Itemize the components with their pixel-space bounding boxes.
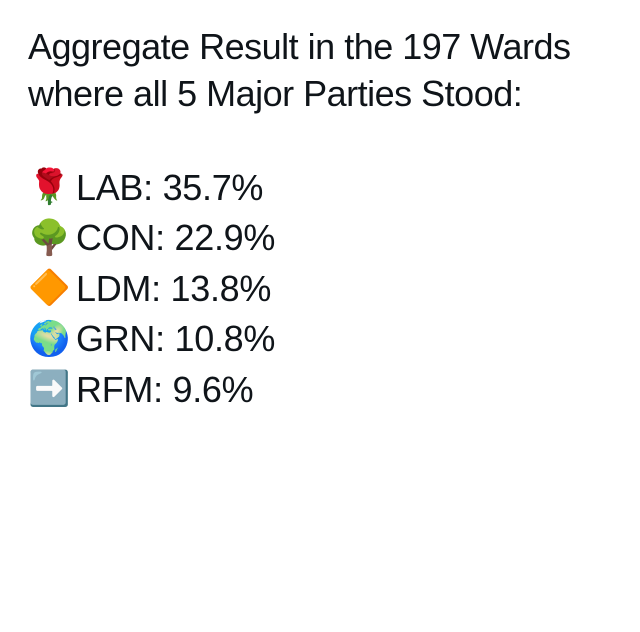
party-pct: 35.7% [163,167,264,208]
party-result: LDM: 13.8% [76,265,271,314]
party-code: RFM [76,369,153,410]
diamond-icon: 🔶 [28,266,76,312]
party-pct: 22.9% [175,217,276,258]
party-result: CON: 22.9% [76,214,275,263]
party-row: 🔶 LDM: 13.8% [28,265,612,314]
party-row: 🌳 CON: 22.9% [28,214,612,263]
party-code: LDM [76,268,151,309]
party-pct: 10.8% [175,318,276,359]
party-pct: 13.8% [171,268,272,309]
party-row: 🌍 GRN: 10.8% [28,315,612,364]
party-row: 🌹 LAB: 35.7% [28,164,612,213]
party-result: GRN: 10.8% [76,315,275,364]
heading: Aggregate Result in the 197 Wards where … [28,24,612,118]
party-result: RFM: 9.6% [76,366,253,415]
rose-icon: 🌹 [28,165,76,211]
party-code: CON [76,217,155,258]
party-code: LAB [76,167,143,208]
tree-icon: 🌳 [28,216,76,262]
post-content: Aggregate Result in the 197 Wards where … [0,0,640,441]
party-row: ➡️ RFM: 9.6% [28,366,612,415]
party-result: LAB: 35.7% [76,164,263,213]
party-code: GRN [76,318,155,359]
arrow-right-icon: ➡️ [28,367,76,413]
globe-icon: 🌍 [28,317,76,363]
party-pct: 9.6% [172,369,253,410]
